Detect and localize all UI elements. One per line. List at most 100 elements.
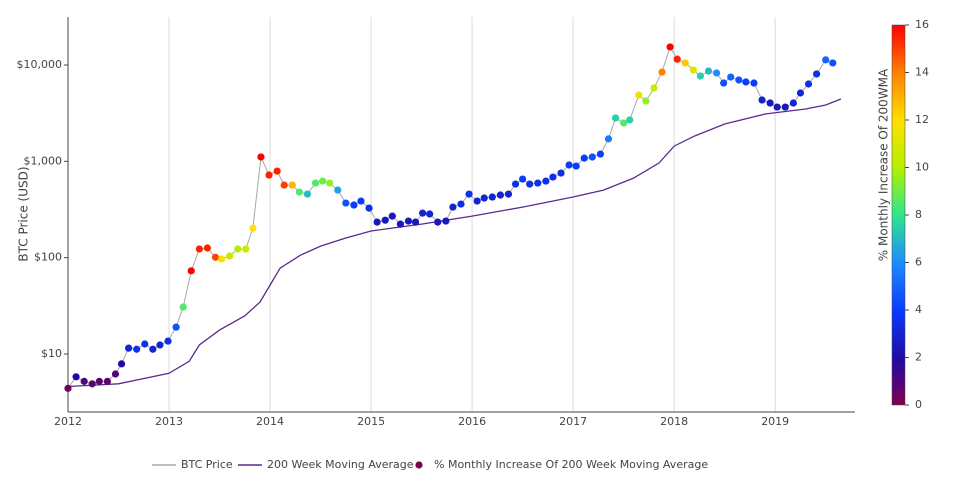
scatter-point [549,173,557,181]
scatter-point [434,218,442,226]
legend-marker [415,461,423,469]
scatter-point [111,370,120,378]
scatter-point [350,201,358,209]
scatter-point [822,56,830,64]
scatter-point [704,67,713,75]
scatter-point [442,217,450,225]
x-tick-label: 2015 [357,415,385,428]
scatter-point [457,200,465,208]
colorbar [891,24,906,406]
scatter-point [303,190,312,198]
scatter-point [642,97,650,105]
scatter-point [689,66,697,74]
scatter-point [604,135,613,143]
scatter-point [234,245,242,253]
scatter-point [789,99,797,107]
legend-label: % Monthly Increase Of 200 Week Moving Av… [434,458,708,471]
scatter-point [750,79,758,87]
scatter-point [781,103,789,111]
scatter-point [580,154,588,162]
x-tick-label: 2012 [54,415,82,428]
scatter-point [727,73,735,81]
x-tick-label: 2017 [559,415,587,428]
scatter-point [373,218,381,226]
scatter-point [273,167,281,175]
scatter-point [156,341,164,349]
scatter-point [626,116,634,124]
scatter-point [257,153,265,161]
scatter-point [766,99,774,107]
scatter-point [179,303,187,311]
scatter-point [103,377,112,385]
scatter-point [411,218,420,226]
scatter-point [557,169,565,177]
colorbar-tick-label: 2 [915,351,922,364]
scatter-point [534,179,542,187]
x-tick-label: 2018 [660,415,688,428]
scatter-point [388,212,396,220]
scatter-point [187,267,195,275]
x-tick-label: 2016 [458,415,486,428]
scatter-point [426,210,434,218]
scatter-point [149,345,157,353]
scatter-point [742,78,750,86]
scatter-point [88,380,96,388]
x-tick-label: 2019 [761,415,789,428]
series-line [68,45,834,389]
scatter-point [288,181,296,189]
scatter-point [666,43,674,51]
scatter-point [650,84,658,92]
scatter-point [217,255,226,263]
scatter-point [565,161,573,169]
scatter-point [620,119,628,127]
scatter-point [681,59,689,67]
y-tick-label: $10,000 [17,58,63,71]
colorbar-tick-label: 14 [915,66,929,79]
scatter-point [80,377,88,385]
scatter-point [265,171,273,179]
legend-label: 200 Week Moving Average [267,458,414,471]
scatter-point [95,377,103,385]
scatter-point [295,188,303,196]
scatter-point [804,80,813,88]
scatter-point [813,70,821,78]
colorbar-tick-label: 10 [915,161,929,174]
scatter-point [72,373,80,381]
scatter-point [611,114,620,122]
scatter-point [588,153,596,161]
scatter-point [311,179,320,187]
colorbar-title: % Monthly Increase Of 200WMA [877,68,891,261]
scatter-point [449,203,457,211]
scatter-point [342,199,350,207]
scatter-point [326,179,334,187]
scatter-point [318,177,327,185]
scatter-point [496,191,504,199]
scatter-point [465,190,473,198]
scatter-point [773,103,781,111]
y-tick-label: $1,000 [24,154,63,167]
x-tick-label: 2014 [256,415,284,428]
scatter-point [511,180,520,188]
scatter-point [796,89,805,97]
scatter-point [125,344,133,352]
scatter-point [242,245,250,253]
x-tick-label: 2013 [155,415,183,428]
scatter-point [164,337,172,345]
scatter-point [419,209,427,217]
scatter-point [673,55,681,63]
scatter-point [829,59,837,67]
scatter-point [64,384,72,392]
colorbar-tick-label: 4 [915,303,922,316]
scatter-point [542,177,550,185]
scatter-point [195,245,203,253]
scatter-point [133,345,141,353]
scatter-point [365,204,373,212]
scatter-point [488,193,496,201]
scatter-point [504,190,513,198]
scatter-point [720,79,728,87]
scatter-point [735,76,743,84]
y-tick-label: $10 [41,347,62,360]
scatter-point [334,186,342,194]
colorbar-tick-label: 12 [915,113,929,126]
